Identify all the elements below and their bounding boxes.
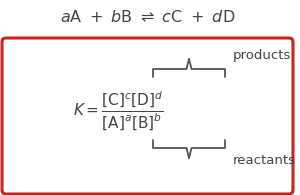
Text: reactants: reactants <box>233 153 296 167</box>
FancyBboxPatch shape <box>2 38 293 194</box>
Text: products: products <box>233 49 291 61</box>
Text: $K = \dfrac{\mathrm{[C]}^{\mathit{c}}\mathrm{[D]}^{\mathit{d}}}{\mathrm{[A]}^{\m: $K = \dfrac{\mathrm{[C]}^{\mathit{c}}\ma… <box>73 90 164 132</box>
Text: $\mathit{a}\mathrm{A}\ +\ \mathit{b}\mathrm{B}\ \rightleftharpoons\ \mathit{c}\m: $\mathit{a}\mathrm{A}\ +\ \mathit{b}\mat… <box>60 9 236 25</box>
